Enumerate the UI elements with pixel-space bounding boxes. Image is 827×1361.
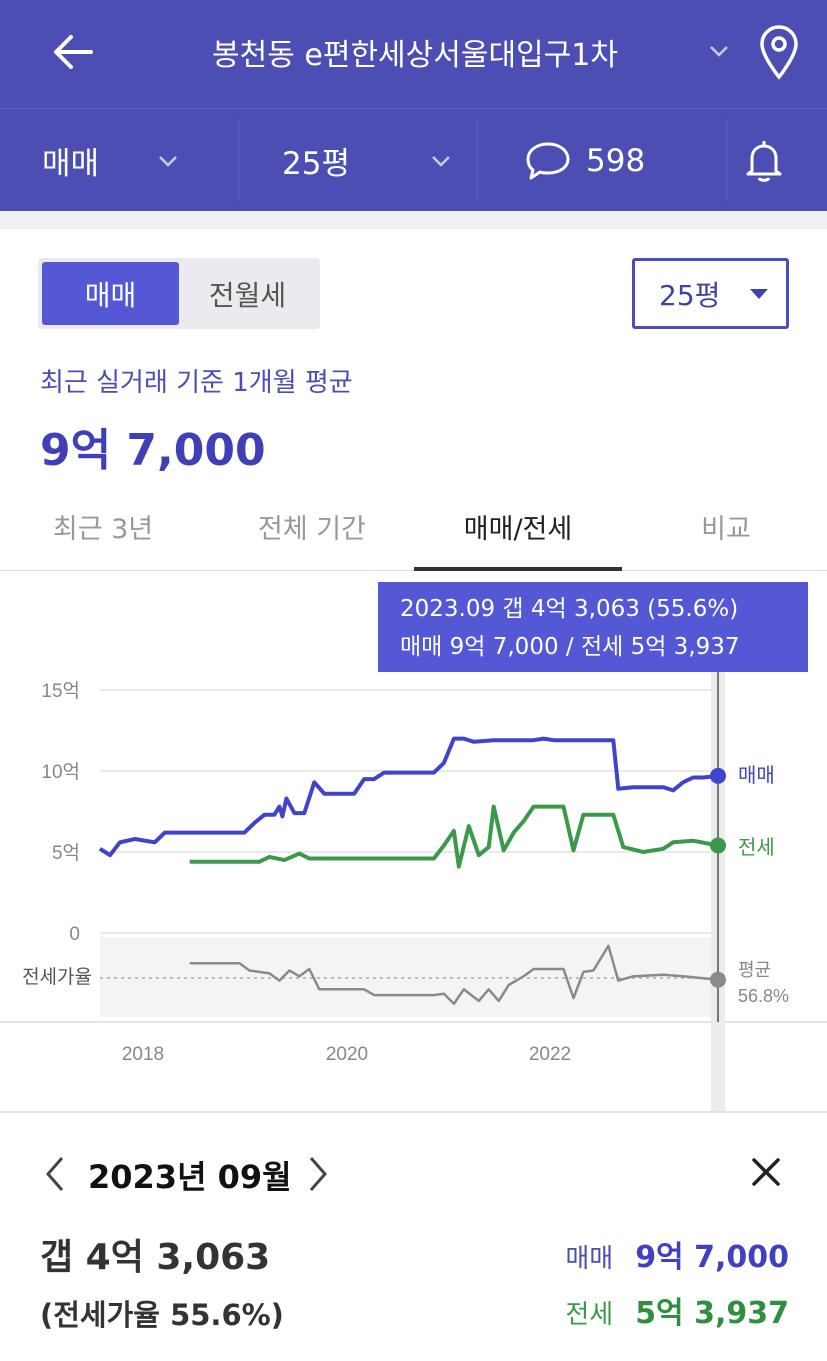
y-tick-label: 15억 [41,680,80,702]
sale-series-line [98,736,719,858]
location-pin-icon [760,25,798,80]
trade-type-filter[interactable]: 매매 [42,109,222,212]
ratio-series-line [189,944,719,1006]
comments-button[interactable]: 598 [524,109,694,212]
detail-jeonse-label: 전세 [565,1300,614,1330]
jeonse-series-label: 전세 [738,836,775,859]
ratio-avg-value: 56.8% [738,986,789,1006]
detail-jeonse-value: 5억 3,937 [635,1296,789,1331]
average-price: 9억 7,000 [40,425,266,476]
speech-bubble-icon [526,142,570,179]
back-arrow-icon [54,35,93,69]
ratio-avg-label: 평균 [738,960,771,980]
size-select[interactable]: 25평 [632,258,789,329]
comment-count: 598 [586,142,646,179]
x-tick-label: 2022 [529,1044,571,1065]
chevron-right-icon[interactable] [303,1152,333,1196]
chevron-down-icon [432,155,450,167]
tooltip-price-line: 매매 9억 7,000 / 전세 5억 3,937 [400,634,740,660]
segment-rent[interactable]: 전월세 [208,278,287,312]
ratio-axis-label: 전세가율 [22,966,92,988]
price-chart[interactable]: 15억 10억 5억 0 전세가율 2018 2020 2022 매매 전세 평… [0,572,827,1112]
tab-sale-jeonse[interactable]: 매매/전세 [414,495,622,571]
detail-sale-row: 매매 9억 7,000 [565,1232,789,1276]
chart-tooltip: 2023.09 갭 4억 3,063 (55.6%) 매매 9억 7,000 /… [378,582,808,672]
jeonse-ratio: (전세가율 55.6%) [40,1298,284,1332]
bell-icon [746,140,782,182]
ratio-end-marker [710,971,726,988]
tab-recent-3y[interactable]: 최근 3년 [52,514,154,545]
sale-series-label: 매매 [738,764,775,787]
jeonse-series-line [189,804,719,869]
detail-jeonse-row: 전세 5억 3,937 [565,1288,789,1332]
trade-type-label: 매매 [42,146,100,182]
size-select-value: 25평 [659,278,721,312]
y-tick-label: 5억 [52,842,80,864]
average-label: 최근 실거래 기준 1개월 평균 [40,368,353,398]
location-button[interactable] [756,22,802,82]
y-tick-label: 0 [69,924,80,945]
segment-sale[interactable]: 매매 [42,262,179,325]
chevron-left-icon[interactable] [40,1152,70,1196]
size-filter[interactable]: 25평 [282,109,462,212]
chevron-down-icon[interactable] [704,36,734,66]
sale-end-marker [710,767,726,784]
chevron-down-icon [159,155,177,167]
close-icon[interactable] [746,1152,786,1192]
detail-sale-value: 9억 7,000 [635,1240,789,1275]
tab-all-period[interactable]: 전체 기간 [258,514,366,545]
x-tick-label: 2018 [122,1044,164,1065]
tooltip-gap-line: 2023.09 갭 4억 3,063 (55.6%) [400,596,739,622]
ratio-band [100,937,718,1017]
tab-compare[interactable]: 비교 [701,514,751,545]
divider [238,119,239,202]
gap-amount: 갭 4억 3,063 [40,1237,271,1278]
caret-down-icon [750,289,768,299]
section-gap [0,211,827,229]
chart-svg[interactable]: 15억 10억 5억 0 전세가율 2018 2020 2022 매매 전세 평… [0,572,827,1112]
trade-segment-control: 매매 전월세 [38,258,320,329]
jeonse-end-marker [710,837,726,854]
detail-sale-label: 매매 [565,1244,614,1274]
filter-bar: 매매 25평 598 [0,108,827,211]
y-tick-label: 10억 [41,761,80,783]
notification-button[interactable] [742,109,790,212]
panel-divider [0,1111,827,1113]
size-label: 25평 [282,146,350,182]
top-app-bar: 봉천동 e편한세상서울대입구1차 [0,0,827,108]
divider [726,119,727,202]
selected-month: 2023년 09월 [88,1158,292,1196]
period-tabs: 최근 3년 전체 기간 매매/전세 비교 [0,495,827,571]
back-button[interactable] [46,26,100,78]
x-tick-label: 2020 [326,1044,368,1065]
apartment-title[interactable]: 봉천동 e편한세상서울대입구1차 [212,38,618,73]
divider [477,119,478,202]
